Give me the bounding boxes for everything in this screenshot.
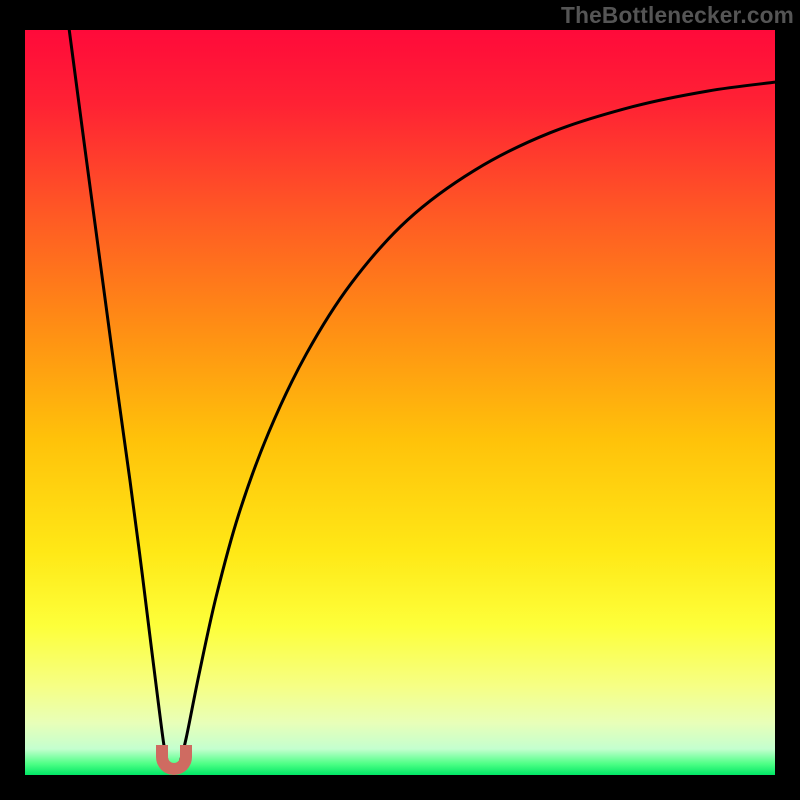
attribution-label: TheBottlenecker.com (561, 0, 800, 29)
gradient-background (25, 30, 775, 775)
chart-stage: TheBottlenecker.com (0, 0, 800, 800)
